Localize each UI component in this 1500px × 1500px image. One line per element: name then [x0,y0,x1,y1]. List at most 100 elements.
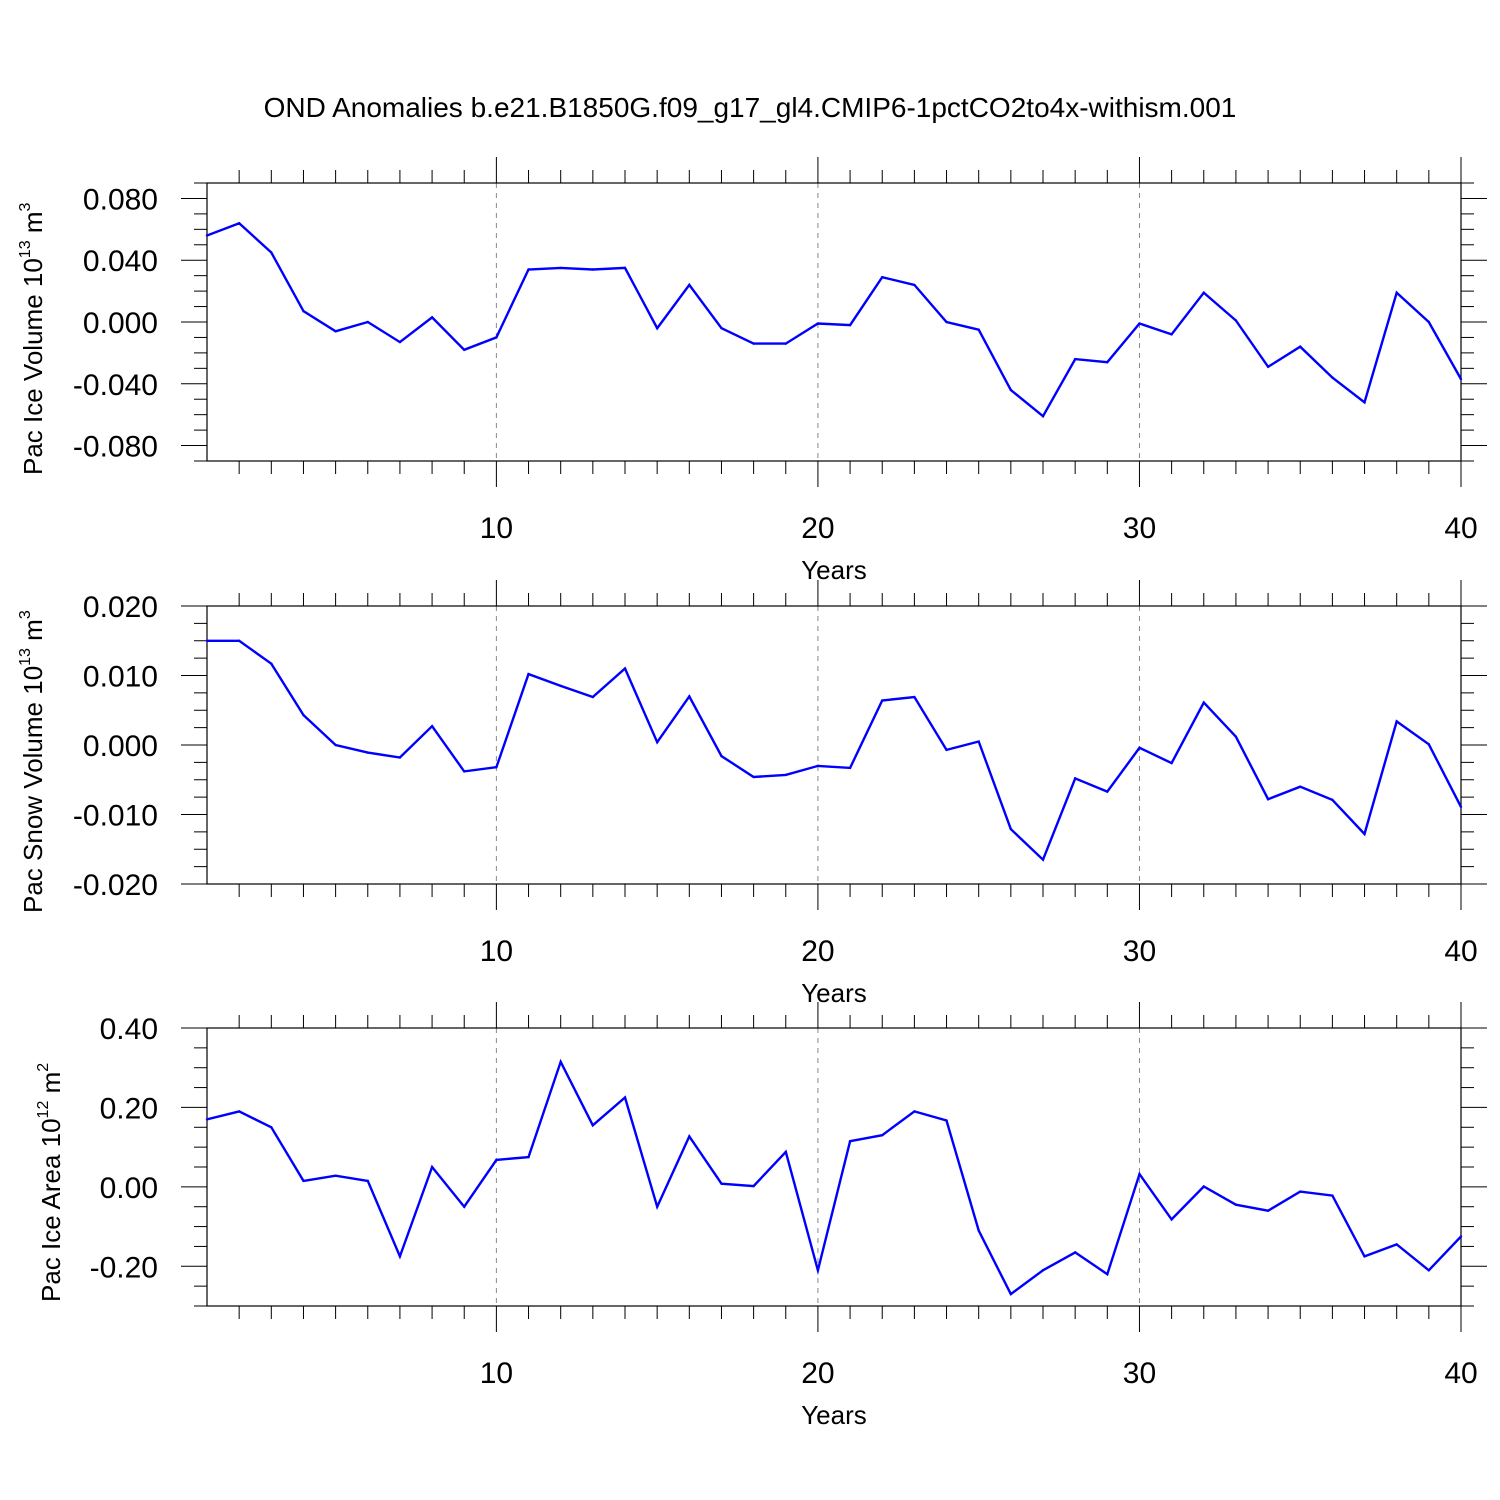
data-point [1138,1172,1141,1176]
data-point [334,743,337,747]
data-point [559,266,562,270]
data-point [1202,1185,1205,1188]
data-point [527,672,530,676]
data-point [237,639,241,642]
data-point [237,221,241,225]
x-tick-label: 40 [1444,935,1477,968]
data-point [1202,701,1205,704]
data-point [623,1096,627,1099]
data-point [655,326,659,330]
data-point [1299,1190,1302,1193]
data-point [945,748,948,752]
x-tick-label: 20 [801,1357,834,1390]
data-point [1106,790,1109,793]
data-point [913,283,916,287]
data-point [1459,1235,1463,1238]
data-point [1331,1194,1334,1197]
data-point [720,754,723,758]
data-point [1009,1292,1013,1296]
data-point [1106,1273,1109,1276]
data-point [1299,785,1302,788]
data-point [205,639,209,642]
data-point [495,336,498,339]
panel-2: 10 20 30 40 Years -0.020 -0.010 0.000 0.010 0.020 [73,580,1487,1008]
data-point [977,328,980,331]
x-axis-label: Years [801,555,867,585]
data-point [527,1155,530,1159]
data-point [366,751,369,754]
data-point [1041,1269,1045,1272]
data-point [527,268,530,271]
x-tick-label: 20 [801,512,834,545]
data-point [1459,805,1463,809]
data-point [237,1110,241,1113]
data-point [270,662,273,665]
data-point [1427,320,1431,324]
data-point [688,1135,691,1138]
data-point [1234,735,1238,738]
data-point [1363,832,1366,836]
y-tick-label: 0.40 [100,1013,158,1046]
data-point [688,695,691,698]
data-point [945,1119,948,1122]
y-tick-label: 0.000 [83,730,158,763]
data-point [334,1174,337,1177]
data-point [1363,1255,1366,1258]
data-point [1073,1251,1077,1254]
data-point [816,322,820,325]
data-point [913,1110,916,1113]
data-point [977,1229,980,1232]
data-point [1266,365,1270,368]
y-tick-label: 0.080 [83,183,158,216]
data-point [1041,415,1045,418]
data-point [1234,319,1238,322]
data-point [1073,357,1077,361]
data-point [816,764,820,768]
x-tick-label: 10 [480,1357,513,1390]
data-point [270,251,273,254]
data-point [398,756,402,759]
data-point [495,1158,498,1162]
data-point [945,320,948,324]
data-point [1266,1209,1270,1212]
data-point [784,342,787,345]
y-tick-label: 0.000 [83,307,158,340]
data-point [623,667,627,670]
data-point [1266,798,1270,801]
data-point [366,320,369,324]
data-point [430,725,434,728]
data-point [688,283,691,287]
data-point [1395,1243,1398,1246]
data-point [559,1060,562,1063]
data-point [1138,322,1141,325]
data-point [752,775,755,779]
plot-frame [206,1027,1462,1307]
data-point [1138,746,1141,749]
y-tick-label: -0.020 [73,869,158,902]
data-point [655,1205,659,1208]
data-point [591,268,595,271]
data-point [270,1126,273,1129]
x-tick-label: 30 [1123,1357,1156,1390]
y-tick-label: 0.00 [100,1172,158,1205]
data-point [1170,1218,1173,1221]
data-point [1170,333,1173,336]
y-tick-label: -0.010 [73,800,158,833]
data-point [463,348,466,351]
data-point [1106,360,1109,364]
data-point [302,1179,305,1183]
data-point [205,1118,209,1121]
data-point [752,1184,755,1188]
data-point [784,1150,787,1154]
data-point [463,1205,466,1208]
data-point [1459,377,1463,381]
plot-frame [206,182,1462,462]
data-point [334,330,337,333]
x-tick-label: 30 [1123,935,1156,968]
x-tick-label: 10 [480,512,513,545]
data-point [1041,858,1045,861]
data-point [591,695,595,699]
data-point [1170,761,1173,765]
data-point [848,323,852,327]
